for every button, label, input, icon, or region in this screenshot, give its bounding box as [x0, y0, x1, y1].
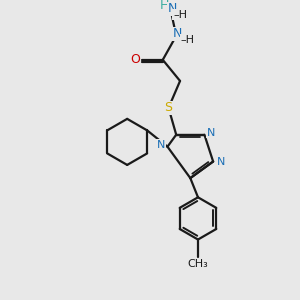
Text: N: N: [172, 27, 182, 40]
Text: N: N: [217, 157, 225, 166]
Text: –H: –H: [181, 35, 195, 45]
Text: N: N: [168, 2, 177, 16]
Text: O: O: [130, 53, 140, 66]
Text: –H: –H: [173, 10, 187, 20]
Text: H: H: [160, 0, 169, 12]
Text: N: N: [157, 140, 165, 150]
Text: N: N: [207, 128, 215, 138]
Text: CH₃: CH₃: [188, 259, 208, 269]
Text: S: S: [164, 101, 172, 114]
